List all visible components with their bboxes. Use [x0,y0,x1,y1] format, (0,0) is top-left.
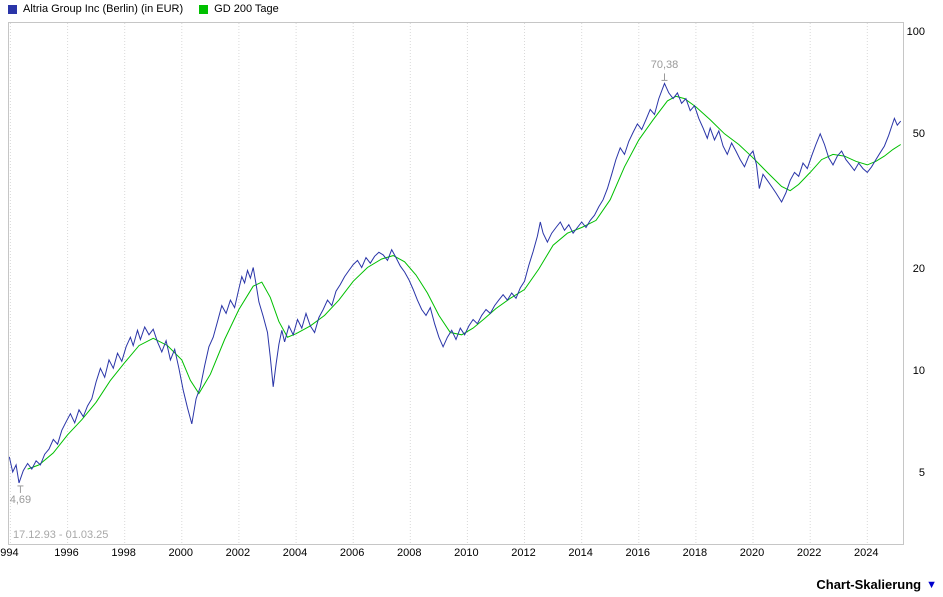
x-tick-label: 2010 [454,547,479,559]
y-axis: 100 50 20 10 5 [905,22,925,545]
gd200-series-label: GD 200 Tage [214,3,279,15]
legend: Altria Group Inc (Berlin) (in EUR) GD 20… [8,3,279,15]
low-annotation: 4,69 [9,493,32,506]
x-tick-label: 2020 [739,547,765,559]
chart-scaling-label: Chart-Skalierung [816,577,922,592]
x-tick-label: 2000 [168,547,194,559]
chart-scaling-control[interactable]: Chart-Skalierung ▼ [816,577,937,592]
price-line [9,82,902,484]
x-axis: 994 1996 1998 2000 2002 2004 2006 2008 2010 2012 2… [0,547,904,561]
x-tick-label: 1996 [54,547,79,559]
price-chart-svg [9,23,902,544]
legend-item-price: Altria Group Inc (Berlin) (in EUR) [8,3,183,15]
y-tick-label: 100 [906,25,925,38]
y-tick-label: 50 [912,127,925,140]
y-tick-label: 20 [912,262,925,275]
y-tick-label: 5 [918,467,925,480]
x-tick-label: 2004 [282,547,308,559]
price-series-label: Altria Group Inc (Berlin) (in EUR) [23,3,184,15]
high-annotation: 70,38 [650,59,679,72]
x-tick-label: 1998 [111,547,136,559]
chart-plot-area: 17.12.93 - 01.03.25 70,38 4,69 [8,22,904,545]
x-tick-label: 2024 [854,547,879,559]
x-tick-label: 2012 [511,547,536,559]
chevron-down-icon: ▼ [926,578,937,591]
gd200-series-swatch-icon [199,4,209,14]
x-tick-label: 2018 [682,547,708,559]
x-tick-label: 2016 [625,547,651,559]
gd200-line [27,95,901,470]
x-tick-label: 2002 [225,547,251,559]
x-tick-label: 2014 [568,547,593,559]
legend-item-gd200: GD 200 Tage [199,3,279,15]
date-range-label: 17.12.93 - 01.03.25 [13,529,109,541]
x-tick-label: 994 [0,547,19,559]
y-tick-label: 10 [912,365,925,378]
price-series-swatch-icon [8,4,17,14]
x-tick-label: 2022 [796,547,822,559]
x-tick-label: 2006 [339,547,365,559]
x-tick-label: 2008 [397,547,422,559]
